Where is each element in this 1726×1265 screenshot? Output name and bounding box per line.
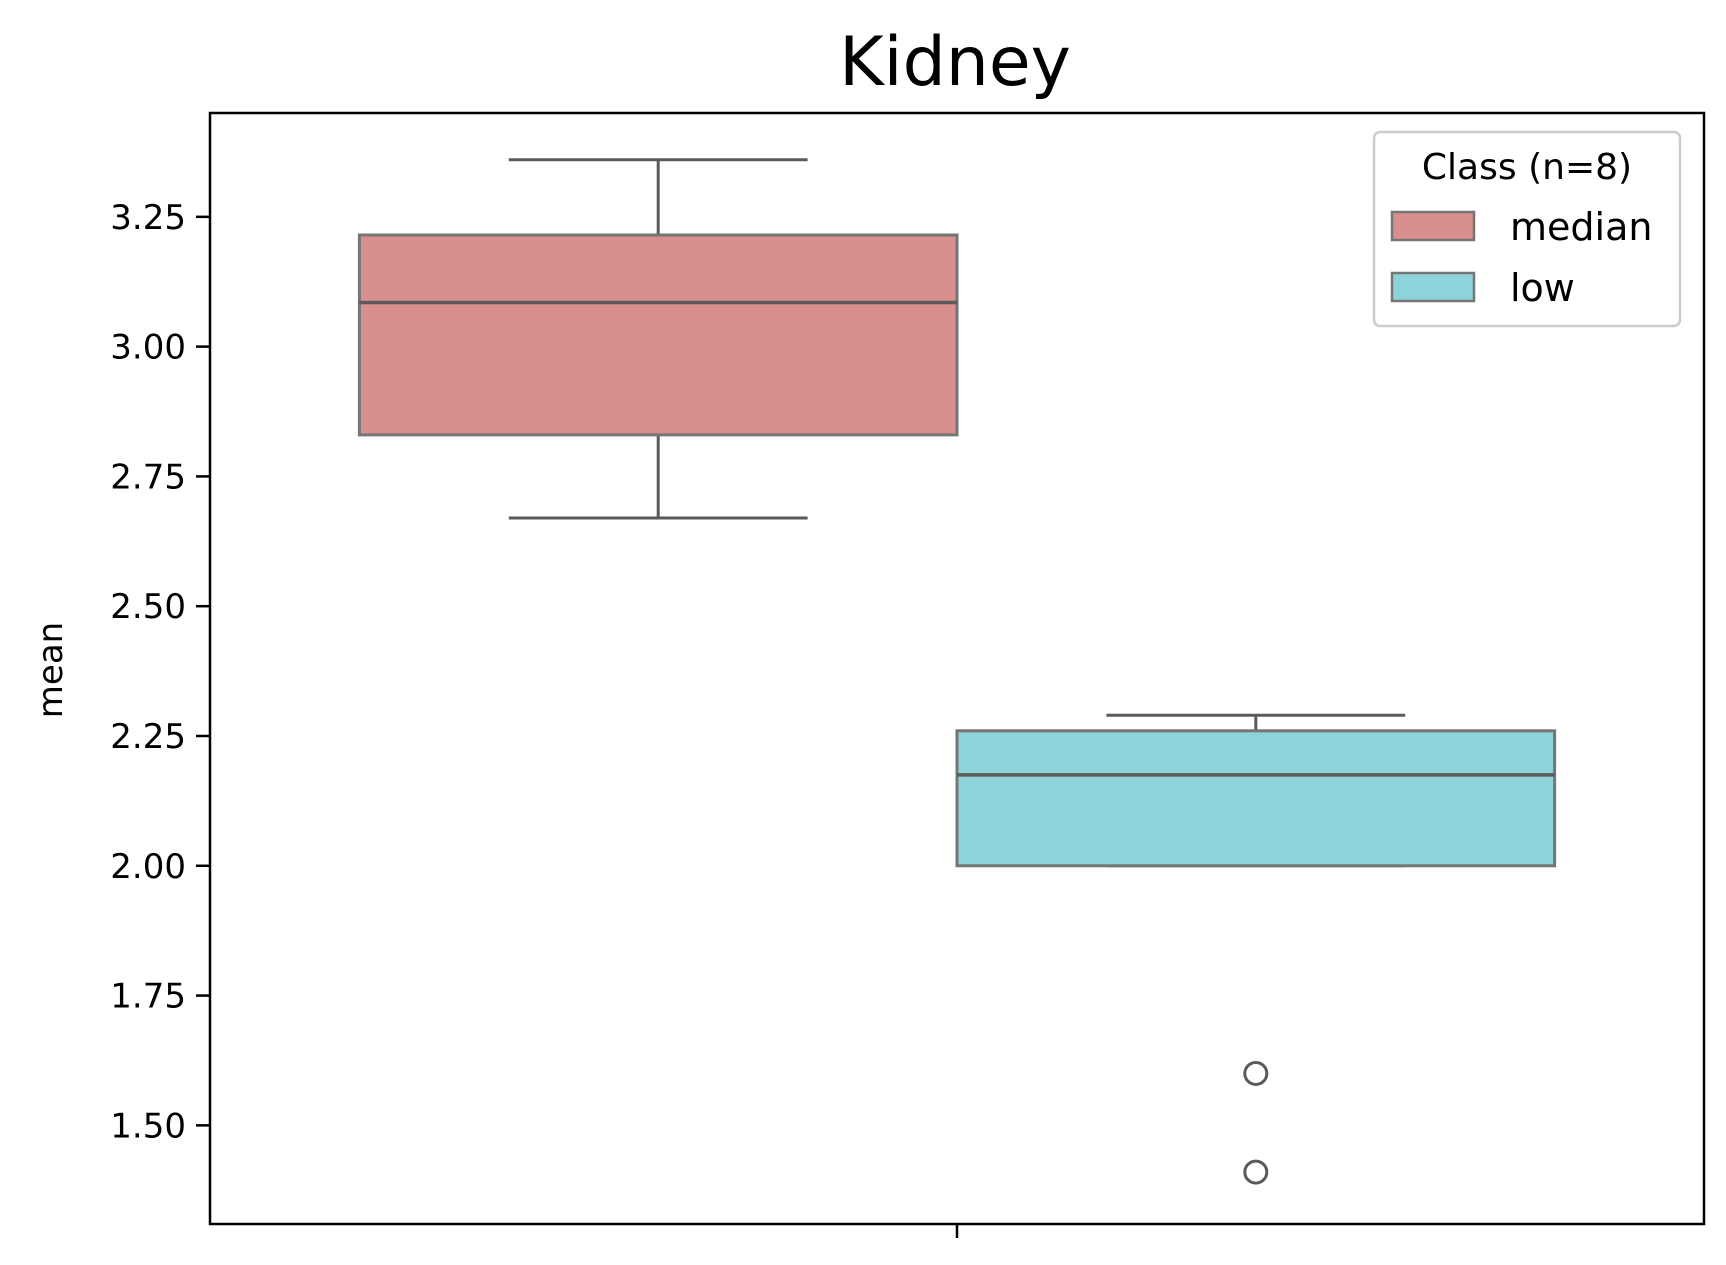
y-tick-label: 3.25 — [110, 198, 186, 238]
outlier-point-low — [1243, 1060, 1269, 1086]
legend-title: Class (n=8) — [1422, 147, 1632, 188]
box-group — [357, 158, 1557, 1185]
outlier-point-low — [1243, 1159, 1269, 1185]
box-median — [357, 233, 959, 437]
legend-swatch-low — [1390, 271, 1476, 303]
y-tick-label: 2.75 — [110, 457, 186, 497]
legend-label-low: low — [1510, 266, 1575, 310]
y-tick-label: 2.50 — [110, 587, 186, 627]
y-tick-label: 3.00 — [110, 328, 186, 368]
legend-label-median: median — [1510, 205, 1652, 249]
y-axis: 1.50 1.75 2.00 2.25 2.50 2.75 3.00 3.25 — [110, 198, 210, 1146]
y-axis-label: mean — [31, 622, 71, 718]
legend-swatch-median — [1390, 210, 1476, 242]
legend: Class (n=8) median low — [1372, 130, 1682, 328]
y-tick-label: 2.00 — [110, 847, 186, 887]
y-tick-label: 2.25 — [110, 717, 186, 757]
box-low — [955, 729, 1557, 868]
y-tick-label: 1.75 — [110, 977, 186, 1017]
chart-title: Kidney — [839, 23, 1071, 102]
y-tick-label: 1.50 — [110, 1106, 186, 1146]
